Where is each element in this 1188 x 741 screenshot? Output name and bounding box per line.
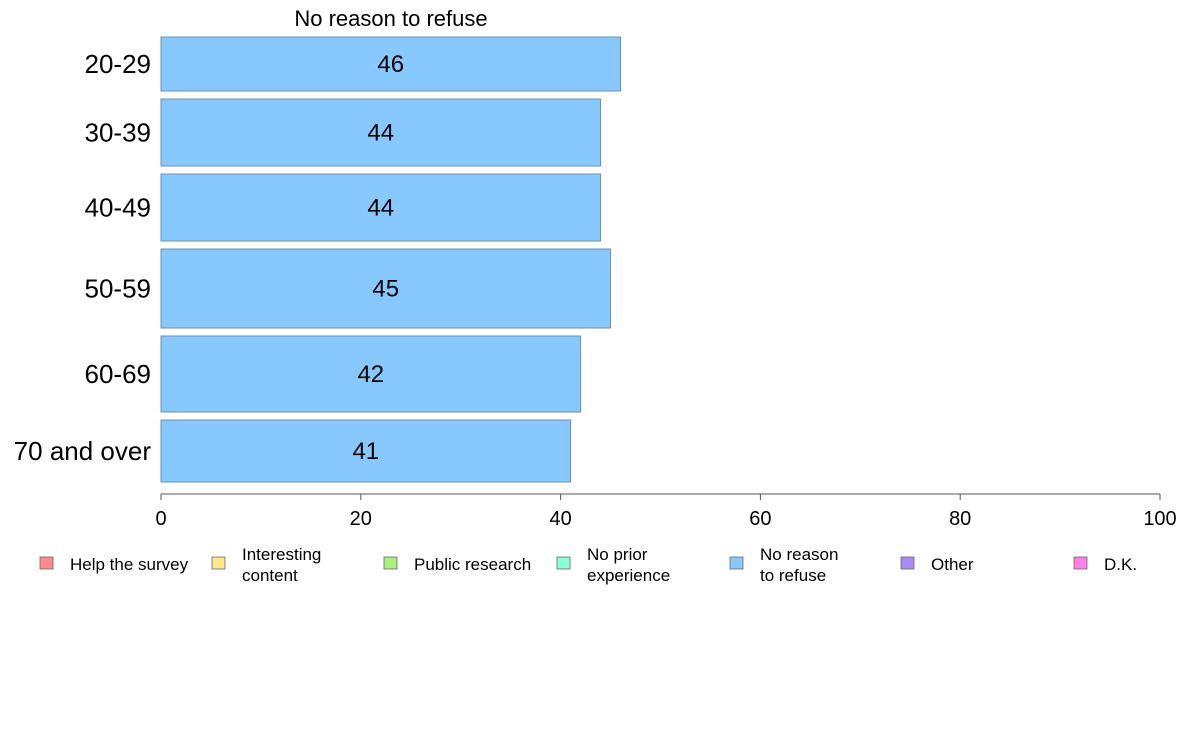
x-tick-label: 20 — [350, 508, 372, 530]
legend-swatch — [729, 556, 744, 570]
category-label: 30-39 — [85, 118, 152, 148]
bar — [160, 248, 612, 329]
x-tick-label: 80 — [949, 508, 971, 530]
category-label: 20-29 — [85, 49, 152, 79]
legend-swatch — [556, 556, 571, 570]
bar-value-label: 45 — [372, 276, 399, 303]
bar — [160, 173, 602, 242]
legend-swatch — [900, 556, 915, 570]
legend-label: Help the survey — [70, 555, 189, 574]
bar — [160, 419, 572, 483]
category-label: 60-69 — [85, 359, 152, 389]
category-label: 70 and over — [14, 436, 152, 466]
x-axis: 0 20 40 60 80 100 — [155, 493, 1177, 530]
chart-title: No reason to refuse — [294, 6, 487, 31]
x-tick-label: 0 — [155, 508, 166, 530]
legend-label: No prior experience — [587, 545, 670, 585]
x-tick-label: 100 — [1143, 508, 1176, 530]
legend-label: Public research — [414, 555, 531, 574]
bar-value-label: 44 — [367, 120, 394, 147]
legend-label: Other — [931, 555, 974, 574]
bar-value-label: 42 — [357, 361, 384, 388]
category-label: 50-59 — [85, 274, 152, 304]
legend-label: Interesting content — [242, 545, 321, 585]
x-tick-label: 60 — [749, 508, 771, 530]
bar-value-label: 46 — [377, 51, 404, 78]
legend-swatch — [39, 556, 54, 570]
legend-label: No reason to refuse — [760, 545, 838, 585]
legend-swatch — [211, 556, 226, 570]
legend-swatch — [383, 556, 398, 570]
category-label: 40-49 — [85, 193, 152, 223]
x-tick-label: 40 — [549, 508, 571, 530]
bar-value-label: 44 — [367, 195, 394, 222]
legend-label: D.K. — [1104, 555, 1137, 574]
bars-group: 46 20-29 44 30-39 44 40-49 45 50-59 42 60-69 41 70 … — [14, 36, 622, 483]
bar-value-label: 41 — [352, 438, 379, 465]
bar — [160, 335, 582, 413]
legend: Help the survey Interesting content Public … — [39, 545, 1137, 585]
legend-swatch — [1073, 556, 1088, 570]
bar — [160, 98, 602, 167]
bar — [160, 36, 622, 92]
